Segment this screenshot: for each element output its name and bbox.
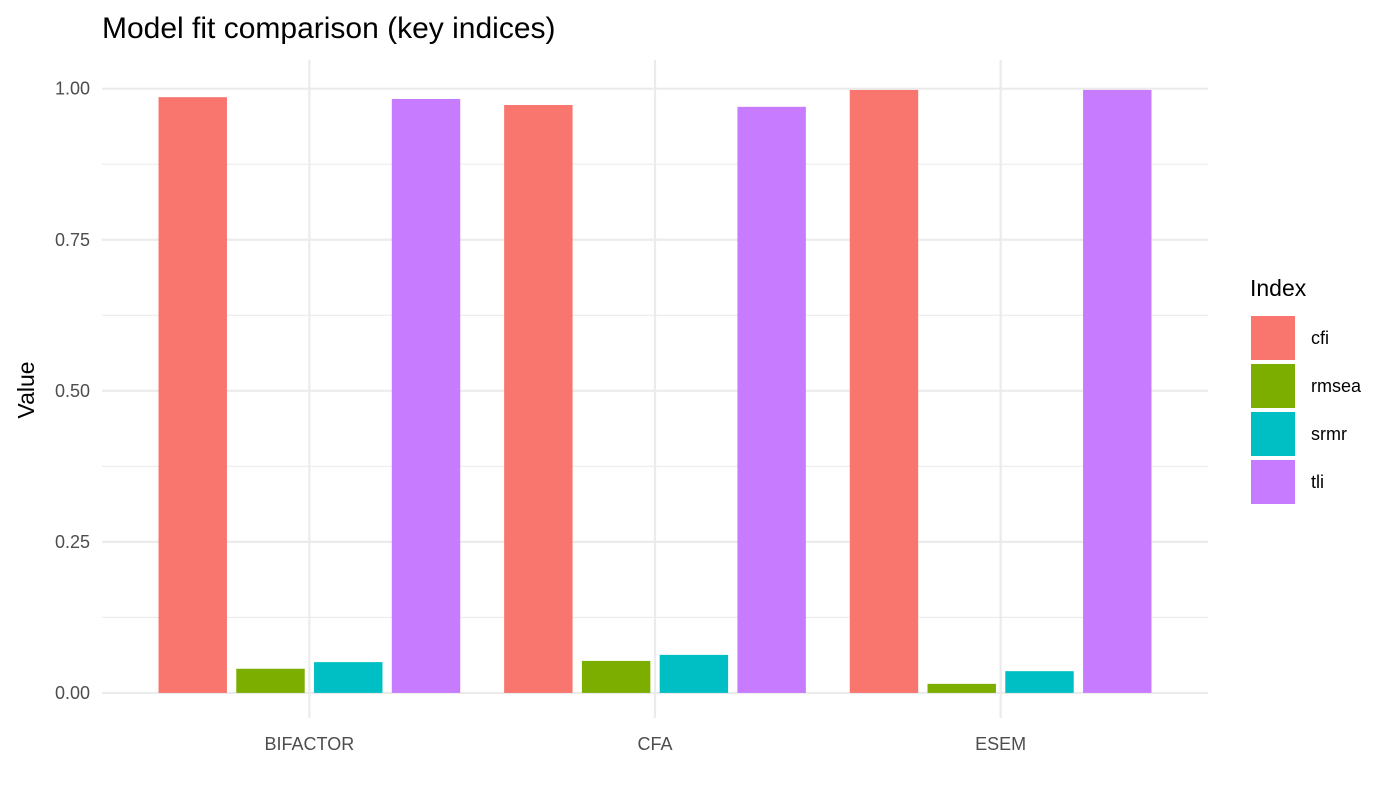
y-tick-label: 0.50	[55, 381, 90, 401]
bar-srmr-bifactor	[314, 662, 383, 693]
bar-rmsea-bifactor	[236, 668, 305, 693]
legend-key-tli	[1251, 460, 1295, 504]
x-tick-label: CFA	[637, 734, 672, 754]
y-axis-title: Value	[13, 361, 39, 418]
legend-key-rmsea	[1251, 364, 1295, 408]
legend-label-cfi: cfi	[1311, 328, 1329, 348]
legend: Index cfi rmsea srmr tli	[1250, 275, 1362, 504]
legend-items: cfi rmsea srmr tli	[1251, 316, 1362, 504]
y-tick-label: 0.75	[55, 230, 90, 250]
chart-title: Model fit comparison (key indices)	[102, 12, 556, 45]
x-tick-label: ESEM	[975, 734, 1026, 754]
y-axis-ticks: 0.00 0.25 0.50 0.75 1.00	[55, 79, 90, 703]
x-axis-ticks: BIFACTOR CFA ESEM	[265, 734, 1027, 754]
bar-cfi-bifactor	[158, 97, 227, 693]
bar-cfi-cfa	[504, 105, 573, 693]
bar-srmr-esem	[1005, 671, 1074, 693]
legend-label-rmsea: rmsea	[1311, 376, 1362, 396]
bar-cfi-esem	[849, 89, 919, 693]
legend-label-tli: tli	[1311, 472, 1324, 492]
bar-rmsea-cfa	[581, 660, 651, 693]
bar-tli-cfa	[737, 106, 806, 693]
legend-title: Index	[1250, 275, 1307, 301]
x-tick-label: BIFACTOR	[265, 734, 355, 754]
y-tick-label: 0.25	[55, 532, 90, 552]
bar-tli-bifactor	[391, 98, 461, 693]
bar-tli-esem	[1083, 89, 1152, 693]
y-tick-label: 1.00	[55, 79, 90, 99]
legend-key-srmr	[1251, 412, 1295, 456]
grid	[102, 60, 1208, 718]
y-tick-label: 0.00	[55, 683, 90, 703]
bar-rmsea-esem	[927, 683, 996, 693]
bars	[158, 89, 1152, 693]
bar-srmr-cfa	[659, 654, 729, 693]
legend-key-cfi	[1251, 316, 1295, 360]
legend-label-srmr: srmr	[1311, 424, 1347, 444]
